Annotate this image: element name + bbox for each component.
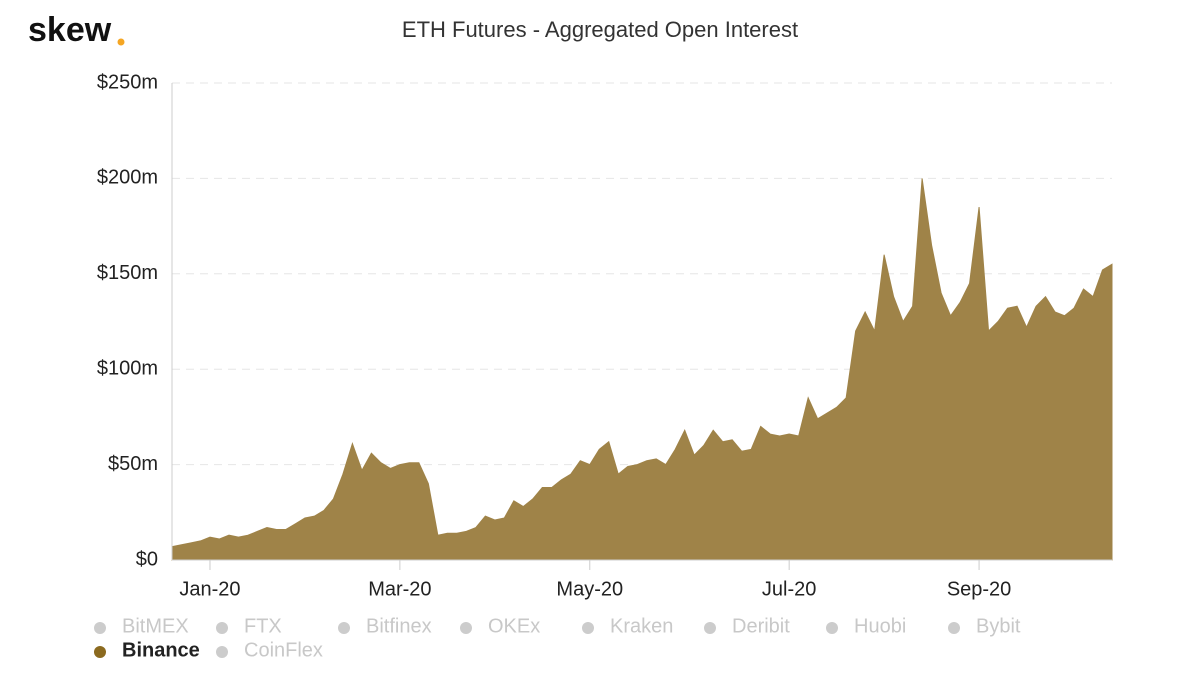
x-tick-label: May-20 (556, 578, 623, 600)
legend-label[interactable]: OKEx (488, 615, 540, 637)
y-tick-label: $0 (136, 548, 158, 570)
legend-marker (94, 646, 106, 658)
chart-title: ETH Futures - Aggregated Open Interest (402, 17, 798, 42)
y-tick-label: $100m (97, 357, 158, 379)
y-tick-label: $150m (97, 262, 158, 284)
x-tick-label: Mar-20 (368, 578, 431, 600)
legend-label[interactable]: Binance (122, 639, 200, 661)
legend-label[interactable]: Huobi (854, 615, 906, 637)
legend-label[interactable]: Bitfinex (366, 615, 432, 637)
brand-dot (117, 38, 125, 46)
legend-marker (704, 622, 716, 634)
legend-marker (826, 622, 838, 634)
legend-marker (582, 622, 594, 634)
legend-marker (216, 646, 228, 658)
x-tick-label: Jan-20 (179, 578, 240, 600)
legend-marker (948, 622, 960, 634)
legend-marker (216, 622, 228, 634)
y-tick-label: $50m (108, 453, 158, 475)
legend-marker (338, 622, 350, 634)
x-tick-label: Sep-20 (947, 578, 1012, 600)
legend-marker (94, 622, 106, 634)
area (171, 178, 1113, 561)
brand-logo: skew (28, 11, 112, 49)
y-tick-label: $200m (97, 167, 158, 189)
x-tick-label: Jul-20 (762, 578, 816, 600)
legend-label[interactable]: CoinFlex (244, 639, 323, 661)
legend-marker (460, 622, 472, 634)
y-tick-label: $250m (97, 71, 158, 93)
legend-label[interactable]: Deribit (732, 615, 790, 637)
legend-label[interactable]: FTX (244, 615, 282, 637)
legend-label[interactable]: Kraken (610, 615, 673, 637)
legend-label[interactable]: Bybit (976, 615, 1021, 637)
legend-label[interactable]: BitMEX (122, 615, 189, 637)
